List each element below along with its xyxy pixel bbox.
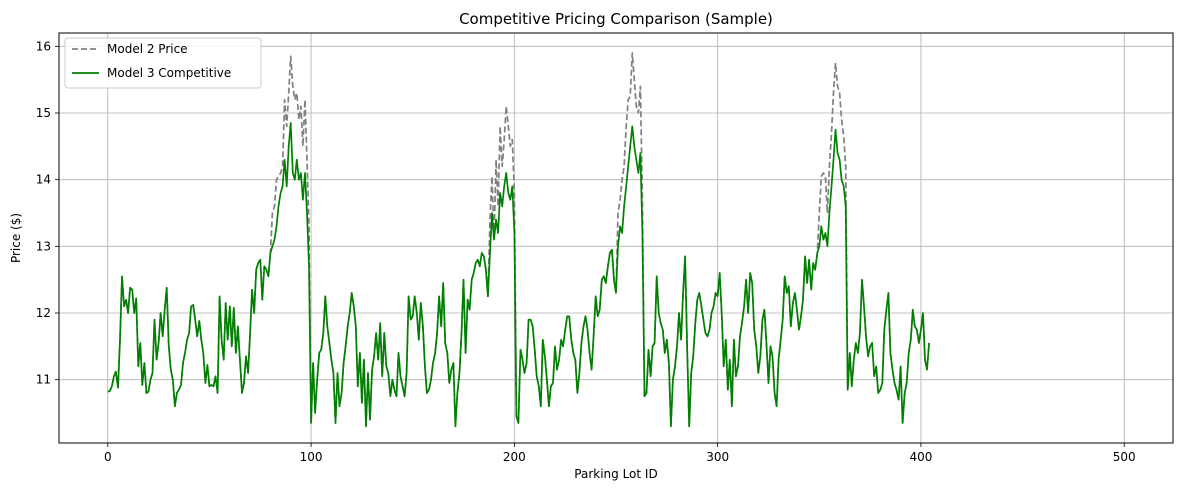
y-tick-label: 15	[36, 106, 51, 120]
x-tick-label: 400	[909, 450, 932, 464]
legend: Model 2 Price Model 3 Competitive	[64, 37, 262, 89]
x-axis-label: Parking Lot ID	[574, 467, 657, 481]
y-axis-label: Price ($)	[9, 213, 23, 263]
x-tick-label: 0	[104, 450, 112, 464]
x-tick-label: 300	[706, 450, 729, 464]
y-tick-label: 16	[36, 39, 51, 53]
y-tick-label: 12	[36, 306, 51, 320]
y-tick-label: 11	[36, 373, 51, 387]
x-tick-label: 100	[300, 450, 323, 464]
x-tick-label: 200	[503, 450, 526, 464]
series-lines	[107, 52, 930, 428]
y-tick-label: 14	[36, 173, 51, 187]
x-tick-label: 500	[1113, 450, 1136, 464]
plot-area-frame	[58, 32, 1174, 444]
legend-label-model-3: Model 3 Competitive	[107, 66, 231, 80]
series-line-model-3-competitive	[107, 122, 930, 428]
legend-box	[64, 37, 262, 89]
y-tick-label: 13	[36, 239, 51, 253]
legend-label-model-2: Model 2 Price	[107, 42, 188, 56]
axis-ticks: 0 100 200 300 400 500 11 12 13 14 15 16	[36, 39, 1136, 464]
grid-lines	[59, 33, 1173, 443]
chart-title: Competitive Pricing Comparison (Sample)	[459, 10, 773, 28]
